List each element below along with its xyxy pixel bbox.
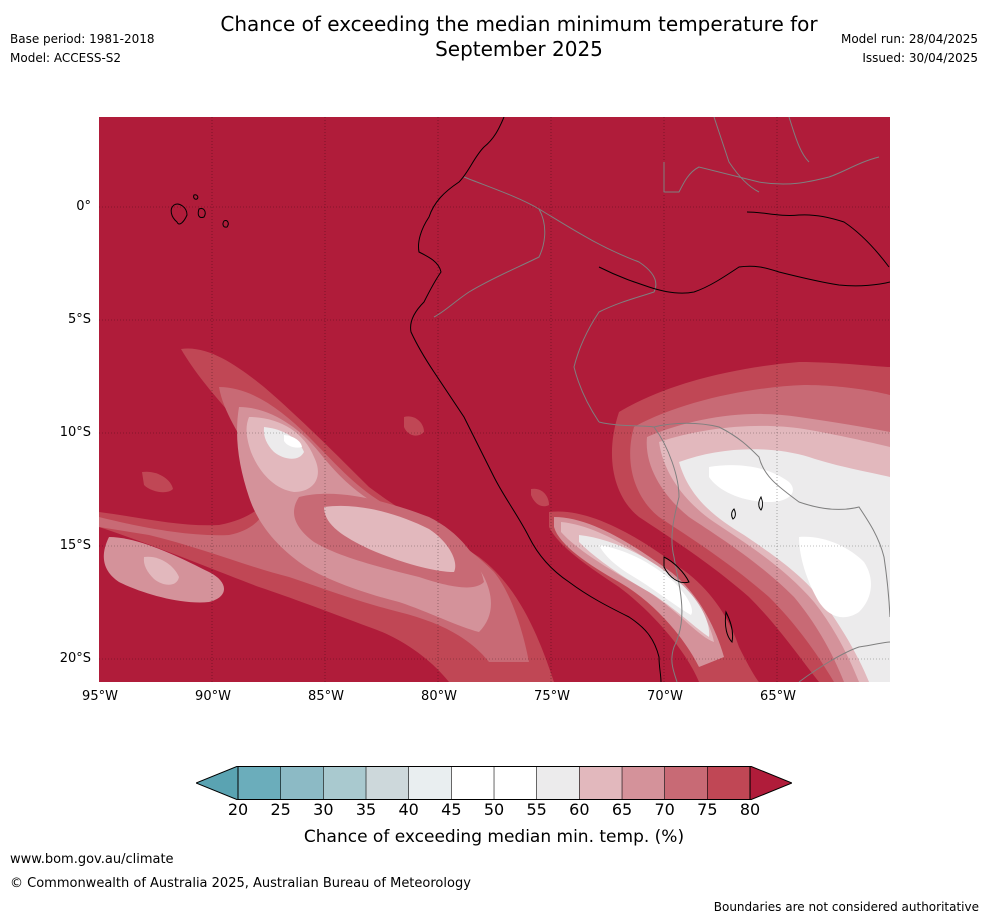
- lon-label: 75°W: [534, 689, 570, 704]
- issued-text: Issued: 30/04/2025: [862, 51, 978, 65]
- colorbar-frame: [237, 766, 751, 800]
- colorbar-cell: [366, 766, 410, 800]
- colorbar-cell: [280, 766, 324, 800]
- disclaimer-text: Boundaries are not considered authoritat…: [713, 900, 979, 914]
- lat-label: 20°S: [59, 651, 91, 666]
- colorbar-cell: [622, 766, 666, 800]
- colorbar-tick-label: 65: [611, 800, 633, 819]
- colorbar-tick-label: 25: [270, 800, 291, 819]
- colorbar-cell: [536, 766, 580, 800]
- contour-75-blob-c: [531, 488, 549, 507]
- country-borders: [433, 117, 890, 682]
- page-title: Chance of exceeding the median minimum t…: [150, 12, 888, 62]
- contour-75-blob-b: [404, 416, 424, 436]
- model-run-text: Model run: 28/04/2025: [840, 32, 978, 46]
- colorbar-tick-label: 80: [739, 800, 761, 819]
- colorbar-tick-label: 50: [483, 800, 505, 819]
- website-text: www.bom.gov.au/climate: [10, 852, 174, 867]
- probability-map: [99, 117, 890, 682]
- lon-label: 85°W: [308, 689, 344, 704]
- colorbar-cell: [323, 766, 367, 800]
- colorbar-tick-label: 35: [355, 800, 377, 819]
- colorbar-cell: [238, 766, 282, 800]
- colorbar-cell: [664, 766, 708, 800]
- contour-50-coast: [599, 545, 693, 615]
- colorbar-tick-label: 40: [398, 800, 419, 819]
- lon-label: 65°W: [760, 689, 796, 704]
- colorbar-tick-label: 55: [526, 800, 547, 819]
- colorbar-extend-low: [196, 766, 239, 800]
- lat-label: 0°: [76, 199, 91, 214]
- colorbar-tick-label: 45: [441, 800, 462, 819]
- lon-label: 80°W: [421, 689, 457, 704]
- copyright-text: © Commonwealth of Australia 2025, Austra…: [10, 876, 471, 891]
- contour-60-southwest: [143, 556, 179, 585]
- colorbar-cell: [408, 766, 452, 800]
- coastlines: [170, 117, 890, 682]
- colorbar-tick-label: 20: [227, 800, 249, 819]
- colorbar-tick-label: 30: [313, 800, 334, 819]
- base-period-text: Base period: 1981-2018: [10, 32, 155, 46]
- contour-75-blob-a: [142, 471, 173, 493]
- contour-50-east: [709, 465, 793, 502]
- contour-50-east-south: [799, 536, 871, 618]
- graticule: [99, 117, 890, 682]
- colorbar-cell: [494, 766, 538, 800]
- contour-50-west: [284, 435, 302, 448]
- title-line-2: September 2025: [435, 37, 603, 61]
- contour-55-east: [679, 449, 890, 682]
- lat-label: 10°S: [59, 425, 91, 440]
- lon-label: 70°W: [647, 689, 683, 704]
- colorbar-tick-label: 70: [654, 800, 675, 819]
- colorbar-tick-label: 75: [697, 800, 718, 819]
- colorbar-label: Chance of exceeding median min. temp. (%…: [303, 827, 685, 847]
- lon-label: 95°W: [82, 689, 118, 704]
- colorbar-cell: [451, 766, 495, 800]
- title-line-1: Chance of exceeding the median minimum t…: [220, 12, 818, 36]
- contour-60-central: [324, 505, 456, 572]
- lat-label: 15°S: [59, 538, 91, 553]
- lat-label: 5°S: [67, 312, 91, 327]
- colorbar: [196, 766, 792, 800]
- colorbar-tick-label: 60: [569, 800, 590, 819]
- colorbar-cell: [707, 766, 751, 800]
- contour-55-west: [263, 427, 304, 459]
- colorbar-cell: [579, 766, 623, 800]
- lon-label: 90°W: [195, 689, 231, 704]
- model-text: Model: ACCESS-S2: [10, 51, 122, 65]
- colorbar-extend-high: [749, 766, 792, 800]
